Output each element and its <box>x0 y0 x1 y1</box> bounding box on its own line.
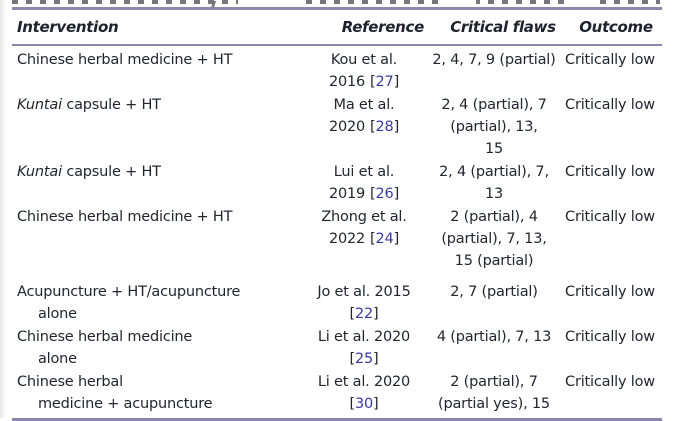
intervention-text-line2: alone <box>38 306 77 322</box>
reference-year: 2019 <box>328 186 366 202</box>
page-edge-shadow <box>0 0 6 418</box>
citation-link[interactable]: 28 <box>375 119 394 135</box>
reference-authors: Lui et al. <box>333 164 395 180</box>
intervention-text: Chinese herbal medicine <box>17 329 193 345</box>
reference-cell: Kou et al. 2016 [27] <box>298 49 430 93</box>
table-header-row: Intervention Reference Critical flaws Ou… <box>12 10 662 43</box>
table-row: Chinese herbal medicine + HT Kou et al. … <box>12 49 662 94</box>
flaws-cell: 2, 4 (partial), 7 (partial), 13, 15 <box>441 97 547 157</box>
column-header-critical-flaws: Critical flaws <box>450 17 556 36</box>
intervention-name: Kuntai <box>17 97 62 113</box>
reference-year: 2022 <box>328 231 366 247</box>
flaws-cell: 2 (partial), 7 (partial yes), 15 <box>438 374 550 412</box>
table-row: Chinese herbal medicine + acupuncture Li… <box>12 371 662 416</box>
flaws-cell: 2, 7 (partial) <box>450 284 538 300</box>
flaws-cell: 2 (partial), 4 (partial), 7, 13, 15 (par… <box>441 209 547 269</box>
table-row: Kuntai capsule + HT Ma et al. 2020 [28] 2… <box>12 94 662 161</box>
reference-cell: Li et al. 2020 [30] <box>298 371 430 415</box>
reference-authors: Zhong et al. <box>321 209 407 225</box>
outcome-cell: Critically low <box>558 281 662 325</box>
outcome-text: Critically low <box>565 164 655 180</box>
outcome-text: Critically low <box>565 97 655 113</box>
outcome-text: Critically low <box>565 329 655 345</box>
reference-authors: Ma et al. <box>333 97 395 113</box>
outcome-text: Critically low <box>565 284 655 300</box>
citation-link[interactable]: 30 <box>354 396 374 412</box>
table-row: Acupuncture + HT/acupuncture alone Jo et… <box>12 281 662 326</box>
column-header-intervention: Intervention <box>17 17 119 36</box>
intervention-text: Chinese herbal medicine + HT <box>17 52 233 68</box>
citation-link[interactable]: 27 <box>375 74 394 90</box>
reference-year: 2020 <box>328 119 366 135</box>
intervention-cell: Chinese herbal medicine + HT <box>12 206 298 272</box>
intervention-text: Chinese herbal medicine + HT <box>17 209 233 225</box>
outcome-cell: Critically low <box>558 94 662 160</box>
quality-assessment-table: Intervention Reference Critical flaws Ou… <box>12 7 662 421</box>
intervention-cell: Chinese herbal medicine alone <box>12 326 298 370</box>
citation-link[interactable]: 24 <box>375 231 394 247</box>
table-top-rule <box>12 7 662 10</box>
reference-cell: Li et al. 2020 [25] <box>298 326 430 370</box>
intervention-cell: Kuntai capsule + HT <box>12 94 298 160</box>
reference-authors: Jo et al. 2015 <box>317 284 411 300</box>
flaws-cell: 4 (partial), 7, 13 <box>436 329 552 345</box>
outcome-text: Critically low <box>565 52 655 68</box>
reference-cell: Ma et al. 2020 [28] <box>298 94 430 160</box>
reference-cell: Zhong et al. 2022 [24] <box>298 206 430 272</box>
intervention-cell: Kuntai capsule + HT <box>12 161 298 205</box>
column-header-outcome: Outcome <box>579 17 653 36</box>
reference-authors: Kou et al. <box>330 52 398 68</box>
outcome-text: Critically low <box>565 209 655 225</box>
reference-cell: Jo et al. 2015 [22] <box>298 281 430 325</box>
flaws-cell: 2, 4, 7, 9 (partial) <box>432 52 556 68</box>
outcome-cell: Critically low <box>558 49 662 93</box>
citation-link[interactable]: 26 <box>375 186 394 202</box>
outcome-cell: Critically low <box>558 161 662 205</box>
intervention-text: Chinese herbal <box>17 374 123 390</box>
citation-link[interactable]: 22 <box>354 306 374 322</box>
table-bottom-rule <box>12 418 662 421</box>
flaws-cell: 2, 4 (partial), 7, 13 <box>439 164 549 202</box>
outcome-cell: Critically low <box>558 326 662 370</box>
intervention-text: Acupuncture + HT/acupuncture <box>17 284 241 300</box>
outcome-cell: Critically low <box>558 371 662 415</box>
table-body: Chinese herbal medicine + HT Kou et al. … <box>12 46 662 418</box>
reference-authors: Li et al. 2020 <box>317 329 411 345</box>
table-row: Chinese herbal medicine + HT Zhong et al… <box>12 206 662 273</box>
reference-cell: Lui et al. 2019 [26] <box>298 161 430 205</box>
intervention-cell: Acupuncture + HT/acupuncture alone <box>12 281 298 325</box>
reference-authors: Li et al. 2020 <box>317 374 411 390</box>
table-row: Chinese herbal medicine alone Li et al. … <box>12 326 662 371</box>
outcome-cell: Critically low <box>558 206 662 272</box>
reference-year: 2016 <box>328 74 366 90</box>
table-row: Kuntai capsule + HT Lui et al. 2019 [26] … <box>12 161 662 206</box>
intervention-text: capsule + HT <box>61 97 161 113</box>
intervention-cell: Chinese herbal medicine + acupuncture <box>12 371 298 415</box>
intervention-cell: Chinese herbal medicine + HT <box>12 49 298 93</box>
intervention-text: capsule + HT <box>61 164 161 180</box>
citation-link[interactable]: 25 <box>354 351 374 367</box>
intervention-name: Kuntai <box>17 164 62 180</box>
intervention-text-line2: alone <box>38 351 77 367</box>
outcome-text: Critically low <box>565 374 655 390</box>
table-header-rule <box>12 43 662 46</box>
intervention-text-line2: medicine + acupuncture <box>38 396 213 412</box>
cropped-caption-fragment <box>12 0 660 8</box>
column-header-reference: Reference <box>341 17 425 36</box>
